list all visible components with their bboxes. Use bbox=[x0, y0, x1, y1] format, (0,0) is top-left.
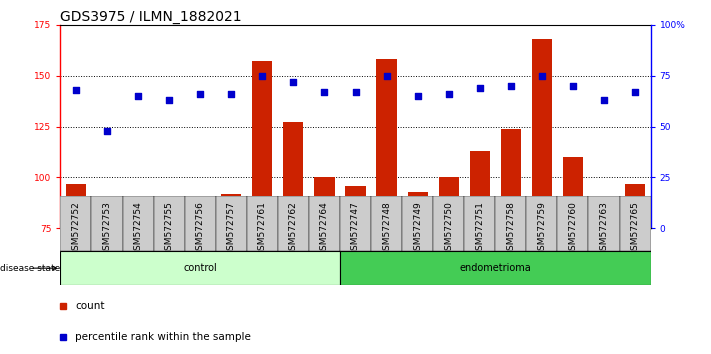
Bar bbox=[215, 196, 247, 251]
Bar bbox=[278, 196, 309, 251]
Point bbox=[350, 89, 361, 95]
Bar bbox=[594, 210, 614, 354]
Point bbox=[319, 89, 330, 95]
Text: GDS3975 / ILMN_1882021: GDS3975 / ILMN_1882021 bbox=[60, 10, 242, 24]
Text: control: control bbox=[183, 263, 217, 273]
Text: GSM572749: GSM572749 bbox=[413, 201, 422, 256]
Bar bbox=[185, 196, 215, 251]
Bar bbox=[66, 183, 86, 354]
Point bbox=[102, 128, 113, 133]
Bar bbox=[340, 196, 371, 251]
Point bbox=[505, 83, 516, 89]
Bar bbox=[589, 196, 619, 251]
Bar bbox=[557, 196, 589, 251]
Text: GSM572760: GSM572760 bbox=[568, 201, 577, 256]
Point bbox=[567, 83, 579, 89]
Point bbox=[288, 79, 299, 85]
Bar bbox=[340, 251, 651, 285]
Bar bbox=[128, 202, 148, 354]
Bar bbox=[376, 59, 397, 354]
Text: GSM572750: GSM572750 bbox=[444, 201, 453, 256]
Text: GSM572763: GSM572763 bbox=[599, 201, 609, 256]
Bar bbox=[60, 196, 92, 251]
Bar bbox=[470, 151, 490, 354]
Bar bbox=[252, 62, 272, 354]
Text: GSM572748: GSM572748 bbox=[382, 201, 391, 256]
Point bbox=[598, 97, 609, 103]
Bar bbox=[221, 194, 241, 354]
Bar bbox=[433, 196, 464, 251]
Point bbox=[443, 91, 454, 97]
Point bbox=[474, 85, 486, 91]
Point bbox=[195, 91, 206, 97]
Text: GSM572752: GSM572752 bbox=[72, 201, 80, 256]
Bar bbox=[526, 196, 557, 251]
Bar bbox=[407, 192, 428, 354]
Bar bbox=[501, 129, 521, 354]
Bar bbox=[159, 206, 179, 354]
Point bbox=[257, 73, 268, 79]
Bar bbox=[60, 251, 340, 285]
Bar bbox=[346, 185, 365, 354]
Point bbox=[132, 93, 144, 99]
Point bbox=[70, 87, 82, 93]
Text: GSM572765: GSM572765 bbox=[631, 201, 639, 256]
Bar bbox=[154, 196, 185, 251]
Text: GSM572751: GSM572751 bbox=[475, 201, 484, 256]
Text: GSM572747: GSM572747 bbox=[351, 201, 360, 256]
Text: GSM572755: GSM572755 bbox=[165, 201, 173, 256]
Text: GSM572761: GSM572761 bbox=[258, 201, 267, 256]
Text: GSM572754: GSM572754 bbox=[134, 201, 143, 256]
Point bbox=[412, 93, 423, 99]
Text: GSM572762: GSM572762 bbox=[289, 201, 298, 256]
Bar bbox=[619, 196, 651, 251]
Text: GSM572756: GSM572756 bbox=[196, 201, 205, 256]
Point bbox=[164, 97, 175, 103]
Bar bbox=[122, 196, 154, 251]
Point bbox=[225, 91, 237, 97]
Bar bbox=[402, 196, 433, 251]
Text: GSM572758: GSM572758 bbox=[506, 201, 515, 256]
Text: disease state: disease state bbox=[0, 264, 60, 273]
Text: endometrioma: endometrioma bbox=[459, 263, 531, 273]
Bar bbox=[190, 196, 210, 354]
Bar bbox=[283, 122, 304, 354]
Text: GSM572764: GSM572764 bbox=[320, 201, 329, 256]
Text: GSM572753: GSM572753 bbox=[102, 201, 112, 256]
Point bbox=[629, 89, 641, 95]
Bar bbox=[625, 183, 645, 354]
Text: count: count bbox=[75, 301, 105, 311]
Bar bbox=[496, 196, 526, 251]
Text: percentile rank within the sample: percentile rank within the sample bbox=[75, 332, 251, 342]
Bar bbox=[371, 196, 402, 251]
Bar bbox=[563, 157, 583, 354]
Bar bbox=[309, 196, 340, 251]
Bar bbox=[314, 177, 335, 354]
Point bbox=[536, 73, 547, 79]
Bar bbox=[464, 196, 496, 251]
Text: GSM572757: GSM572757 bbox=[227, 201, 236, 256]
Bar bbox=[92, 196, 122, 251]
Bar bbox=[532, 39, 552, 354]
Bar bbox=[97, 228, 117, 354]
Bar bbox=[439, 177, 459, 354]
Text: GSM572759: GSM572759 bbox=[538, 201, 546, 256]
Bar bbox=[247, 196, 278, 251]
Point bbox=[381, 73, 392, 79]
